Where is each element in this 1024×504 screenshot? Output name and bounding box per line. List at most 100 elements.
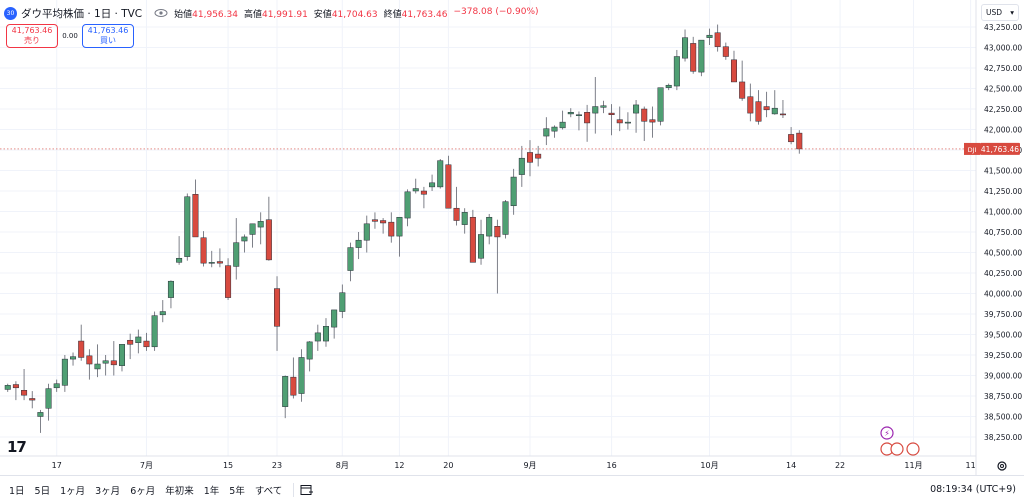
candle <box>706 28 713 46</box>
candle <box>592 77 599 134</box>
date-range-icon[interactable] <box>300 484 314 496</box>
bottom-toolbar: 1日 5日 1ヶ月 3ヶ月 6ヶ月 年初来 1年 5年 すべて 08:19:34… <box>0 475 1024 504</box>
candle <box>380 218 387 234</box>
timeframe-5d[interactable]: 5日 <box>34 486 51 497</box>
candle-body <box>110 360 117 366</box>
candles <box>4 24 803 433</box>
x-tick-label: 7月 <box>140 461 153 470</box>
candle <box>45 383 52 421</box>
candle-body <box>282 376 289 407</box>
candle <box>127 333 134 360</box>
candle <box>543 117 550 146</box>
candle-body <box>388 221 395 237</box>
timeframe-5y[interactable]: 5年 <box>229 486 245 497</box>
candle-body <box>690 43 697 72</box>
symbol-badge[interactable]: 30 <box>4 6 17 20</box>
candle-body <box>469 216 476 263</box>
candle <box>110 341 117 376</box>
candle <box>763 91 770 118</box>
candle <box>624 112 631 130</box>
sell-button[interactable]: 41,763.46 売り <box>6 24 58 48</box>
clock[interactable]: 08:19:34 (UTC+9) <box>930 484 1016 495</box>
candle-body <box>453 207 460 221</box>
high-value: 41,991.91 <box>261 9 308 20</box>
candle <box>331 309 338 339</box>
candle <box>641 106 648 141</box>
timeframe-1m[interactable]: 1ヶ月 <box>60 486 86 497</box>
candle-body <box>437 160 444 188</box>
time-axis: 17 7月 15 23 8月 12 20 9月 16 10月 14 22 11月 11 <box>52 461 976 470</box>
candle <box>282 375 289 419</box>
candle <box>347 242 354 282</box>
candle-body <box>241 236 248 242</box>
candle-body <box>657 87 664 122</box>
candle <box>788 127 795 145</box>
candle-body <box>355 239 362 248</box>
candle-body <box>127 339 134 345</box>
candle-body <box>70 356 77 360</box>
candle <box>453 186 460 226</box>
eye-icon[interactable] <box>154 8 168 18</box>
candle <box>608 104 615 136</box>
y-tick-label: 43,000.00 <box>984 44 1022 53</box>
candle <box>567 108 574 118</box>
candle <box>249 223 256 248</box>
candle-body <box>559 121 566 129</box>
y-tick-label: 38,250.00 <box>984 433 1022 442</box>
candle <box>208 250 215 268</box>
symbol-title[interactable]: ダウ平均株価 · 1日 · TVC <box>21 7 143 20</box>
tradingview-logo[interactable]: 17 <box>7 438 27 456</box>
candle <box>584 104 591 142</box>
candle-body <box>584 112 591 124</box>
timeframe-all[interactable]: すべて <box>254 486 283 497</box>
candle <box>633 99 640 133</box>
y-tick-label: 42,500.00 <box>984 85 1022 94</box>
candle <box>225 258 232 301</box>
candle-body <box>575 114 582 116</box>
candle-body <box>706 34 713 38</box>
timeframe-3m[interactable]: 3ヶ月 <box>95 486 121 497</box>
candle <box>559 110 566 130</box>
candle-body <box>78 340 85 358</box>
last-price-tag: DJI 41,763.46 <box>964 142 1020 155</box>
candle <box>37 409 44 433</box>
candle-body <box>788 134 795 143</box>
candle-body <box>714 32 721 47</box>
spread-value: 0.00 <box>62 32 78 40</box>
timeframe-1y[interactable]: 1年 <box>203 486 220 497</box>
candle <box>698 39 705 77</box>
candle-body <box>682 37 689 59</box>
event-markers[interactable]: ⚡ <box>880 426 920 456</box>
buy-button[interactable]: 41,763.46 買い <box>82 24 134 48</box>
candle-body <box>363 223 370 241</box>
candle <box>290 357 297 399</box>
candle <box>690 36 697 74</box>
candle-body <box>233 242 240 267</box>
candle-body <box>257 221 264 228</box>
candle-body <box>420 190 427 195</box>
candle <box>363 215 370 253</box>
currency-select[interactable]: USD ▾ <box>981 4 1019 21</box>
y-tick-label: 39,750.00 <box>984 310 1022 319</box>
candle-body <box>184 196 191 257</box>
candle-body <box>21 390 28 396</box>
trade-panel: 41,763.46 売り 0.00 41,763.46 買い <box>6 24 134 48</box>
candle <box>355 232 362 260</box>
x-tick-label: 10月 <box>700 461 718 470</box>
candle-body <box>94 363 101 370</box>
timeframe-1d[interactable]: 1日 <box>9 486 25 497</box>
x-tick-label: 8月 <box>336 461 349 470</box>
timeframe-6m[interactable]: 6ヶ月 <box>130 486 156 497</box>
y-tick-label: 42,000.00 <box>984 126 1022 135</box>
x-tick-label: 22 <box>835 461 845 470</box>
x-tick-label: 23 <box>272 461 282 470</box>
candle <box>739 60 746 101</box>
timeframe-ytd[interactable]: 年初来 <box>165 486 194 497</box>
candle-body <box>722 46 729 57</box>
candle-body <box>600 105 607 108</box>
candle-body <box>779 113 786 116</box>
gear-icon[interactable] <box>996 460 1008 472</box>
candle <box>265 196 272 261</box>
candle <box>53 379 60 392</box>
